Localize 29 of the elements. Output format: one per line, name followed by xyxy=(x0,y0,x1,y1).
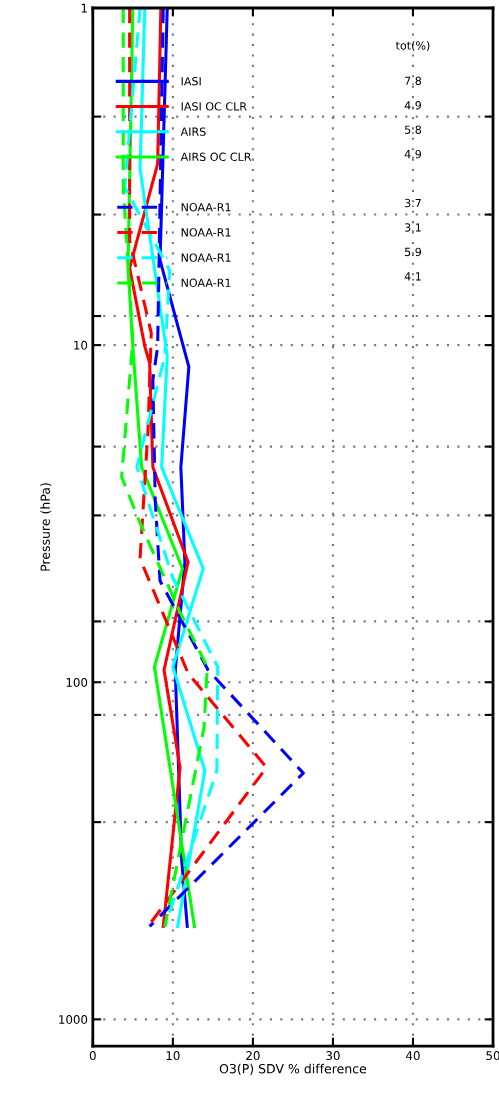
legend-label: NOAA-R1 xyxy=(181,228,231,237)
legend-label: IASI OC CLR xyxy=(181,102,247,111)
x-tick-label: 40 xyxy=(406,1051,420,1061)
annotation: 5.8 xyxy=(404,125,422,134)
annotation: 5.9 xyxy=(404,247,422,257)
annotation: 4.9 xyxy=(404,101,422,110)
x-tick-label: 30 xyxy=(326,1051,340,1061)
legend-label: AIRS OC CLR xyxy=(180,152,252,161)
y-tick-label: 100 xyxy=(66,677,88,687)
annotation: 4.9 xyxy=(404,149,422,159)
y-axis-title: Pressure (hPa) xyxy=(40,483,52,571)
x-tick-label: 20 xyxy=(246,1051,260,1061)
x-tick-label: 50 xyxy=(486,1051,499,1061)
legend-label: NOAA-R1 xyxy=(181,278,231,287)
x-axis-title: O3(P) SDV % difference xyxy=(219,1063,367,1075)
legend-label: AIRS xyxy=(180,127,206,136)
annotation: 7.8 xyxy=(405,76,422,86)
legend-label: NOAA-R1 xyxy=(181,253,231,262)
y-tick-label: 1000 xyxy=(59,1015,88,1025)
legend-label: NOAA-R1 xyxy=(181,202,231,212)
x-tick-label: 10 xyxy=(166,1051,180,1061)
x-tick-label: 0 xyxy=(89,1051,96,1061)
annotation: 4.1 xyxy=(404,272,421,281)
legend-label: IASI xyxy=(181,76,201,86)
y-tick-label: 1 xyxy=(81,3,87,13)
annotation: 3.1 xyxy=(404,223,421,232)
y-tick-label: 10 xyxy=(74,340,88,350)
legend-title: tot(%) xyxy=(395,41,430,51)
annotation: 3.7 xyxy=(404,198,421,208)
